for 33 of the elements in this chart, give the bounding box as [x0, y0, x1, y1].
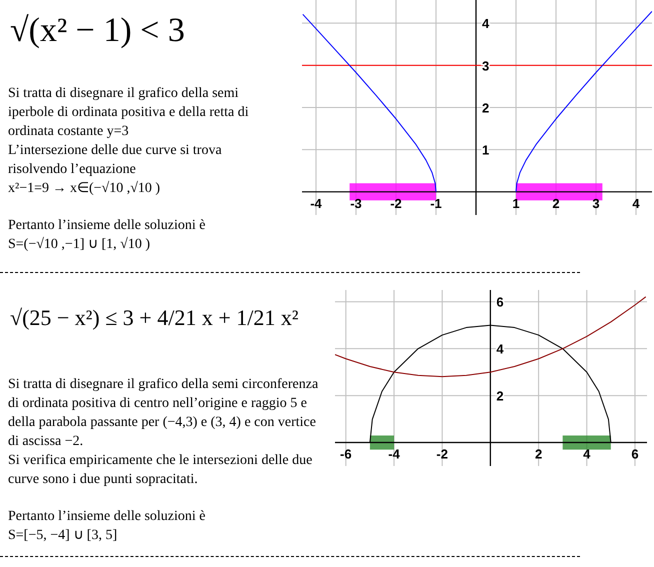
line-series [335, 296, 646, 378]
text: Si verifica empiricamente che le intersezioni delle due curve sono i due punti sopracitati. [8, 453, 312, 487]
y-tick-label: 4 [482, 16, 490, 32]
line-series [516, 10, 652, 192]
x-tick-label: 4 [583, 446, 592, 462]
x-tick-label: -4 [310, 196, 323, 211]
y-tick-label: 2 [482, 100, 490, 116]
chart-title: √(x² − 1) < 3 [10, 12, 185, 49]
y-tick-label: 6 [496, 294, 504, 310]
x-tick-label: 1 [512, 196, 520, 211]
x-tick-label: -6 [340, 446, 352, 462]
y-tick-label: 2 [496, 388, 504, 404]
x-tick-label: -2 [390, 196, 402, 211]
x-tick-label: -2 [436, 446, 448, 462]
text: S=(−√10 ,−1] ∪ [1, √10 ) [8, 237, 150, 252]
y-tick-label: 4 [496, 342, 504, 357]
x-tick-label: -3 [350, 196, 362, 211]
text: Si tratta di disegnare il grafico della semi circonferenza di ordinata positiva di centro nell’origine e raggio 5 e della parabola passante per (−4,3) e (3, 4) e con vertice di ascissa −2. [8, 377, 318, 449]
x-tick-label: -4 [388, 446, 401, 462]
line-series [302, 14, 436, 192]
x-tick-label: 2 [534, 446, 542, 462]
text: Pertanto l’insieme delle soluzioni è [8, 509, 206, 524]
x-tick-label: 6 [631, 446, 639, 462]
x-tick-label: 3 [592, 196, 600, 211]
y-tick-label: 1 [482, 142, 490, 158]
text: √(25 − x²) ≤ 3 + 4/21 x + 1/21 x² [10, 305, 298, 330]
text: Si tratta di disegnare il grafico della semi iperbole di ordinata positiva e della retta di ordinata costante y=3 [8, 86, 249, 139]
x-tick-label: 4 [632, 196, 640, 211]
text: Pertanto l’insieme delle soluzioni è [8, 218, 206, 233]
x-tick-label: 2 [552, 196, 560, 211]
text: x²−1=9 → x∈(−√10 ,√10 ) [8, 181, 160, 196]
text: S=[−5, −4] ∪ [3, 5] [8, 528, 118, 543]
x-tick-label: -1 [430, 196, 442, 211]
